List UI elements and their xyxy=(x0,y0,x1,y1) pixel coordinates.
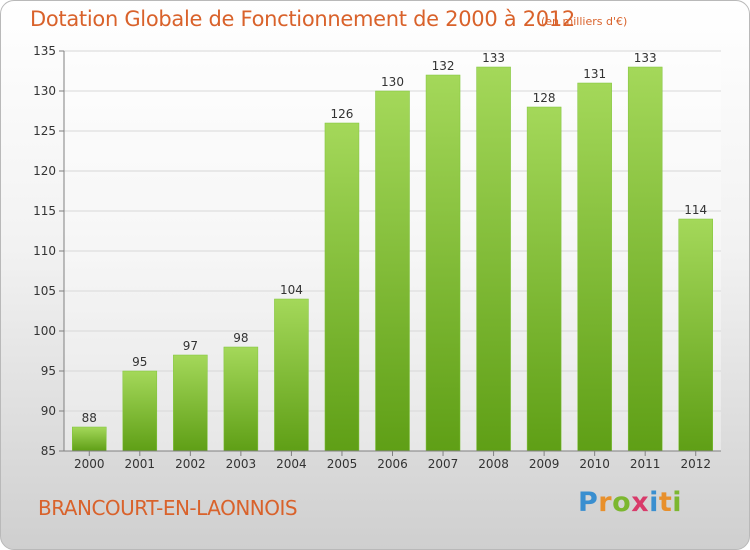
x-tick-label-2010: 2010 xyxy=(579,457,610,471)
y-tick-label: 90 xyxy=(41,404,56,418)
bar-2004 xyxy=(274,298,309,452)
x-tick-label-2011: 2011 xyxy=(630,457,661,471)
bar-2000 xyxy=(72,426,107,452)
data-label-2003: 98 xyxy=(233,331,248,345)
data-label-2005: 126 xyxy=(331,107,354,121)
x-tick-label-2002: 2002 xyxy=(175,457,206,471)
y-tick-label: 135 xyxy=(33,44,56,58)
logo-letter: i xyxy=(672,487,683,518)
data-label-2000: 88 xyxy=(82,411,97,425)
y-tick-label: 125 xyxy=(33,124,56,138)
y-tick-label: 110 xyxy=(33,244,56,258)
y-tick-label: 130 xyxy=(33,84,56,98)
y-tick-label: 85 xyxy=(41,444,56,458)
logo-letter: o xyxy=(612,487,632,518)
x-tick-label-2005: 2005 xyxy=(327,457,358,471)
proxiti-logo: Proxiti xyxy=(578,487,682,518)
commune-name: BRANCOURT-EN-LAONNOIS xyxy=(38,496,298,520)
bar-2010 xyxy=(577,82,612,452)
x-tick-label-2004: 2004 xyxy=(276,457,307,471)
bar-2005 xyxy=(324,122,360,452)
data-label-2002: 97 xyxy=(183,339,198,353)
data-label-2006: 130 xyxy=(381,75,404,89)
bar-2008 xyxy=(476,66,511,452)
x-tick-label-2003: 2003 xyxy=(226,457,257,471)
logo-letter: P xyxy=(578,487,599,518)
x-tick-label-2006: 2006 xyxy=(377,457,408,471)
chart-title: Dotation Globale de Fonctionnement de 20… xyxy=(30,7,575,31)
data-label-2007: 132 xyxy=(432,59,455,73)
logo-letter: t xyxy=(658,487,673,518)
y-tick-label: 115 xyxy=(33,204,56,218)
data-label-2001: 95 xyxy=(132,355,147,369)
y-tick-label: 120 xyxy=(33,164,56,178)
x-tick-label-2007: 2007 xyxy=(428,457,459,471)
bar-2003 xyxy=(223,346,259,452)
y-tick-label: 100 xyxy=(33,324,56,338)
x-tick-label-2009: 2009 xyxy=(529,457,560,471)
bar-2002 xyxy=(173,354,208,452)
bar-2012 xyxy=(678,218,713,452)
x-tick-label-2000: 2000 xyxy=(74,457,105,471)
data-label-2009: 128 xyxy=(533,91,556,105)
x-tick-label-2001: 2001 xyxy=(125,457,156,471)
bar-2011 xyxy=(627,66,663,452)
bar-2001 xyxy=(122,370,158,452)
x-tick-label-2012: 2012 xyxy=(680,457,711,471)
bar-2006 xyxy=(375,90,410,452)
data-label-2010: 131 xyxy=(583,67,606,81)
y-tick-label: 105 xyxy=(33,284,56,298)
data-label-2008: 133 xyxy=(482,51,505,65)
bar-2007 xyxy=(425,74,461,452)
data-label-2012: 114 xyxy=(684,203,707,217)
data-label-2004: 104 xyxy=(280,283,303,297)
x-tick-label-2008: 2008 xyxy=(478,457,509,471)
chart-subtitle: (en milliers d'€) xyxy=(541,15,628,28)
logo-letter: r xyxy=(598,487,613,518)
bar-2009 xyxy=(526,106,562,452)
logo-letter: i xyxy=(649,487,659,518)
logo-letter: x xyxy=(631,487,650,518)
y-tick-label: 95 xyxy=(41,364,56,378)
data-label-2011: 133 xyxy=(634,51,657,65)
